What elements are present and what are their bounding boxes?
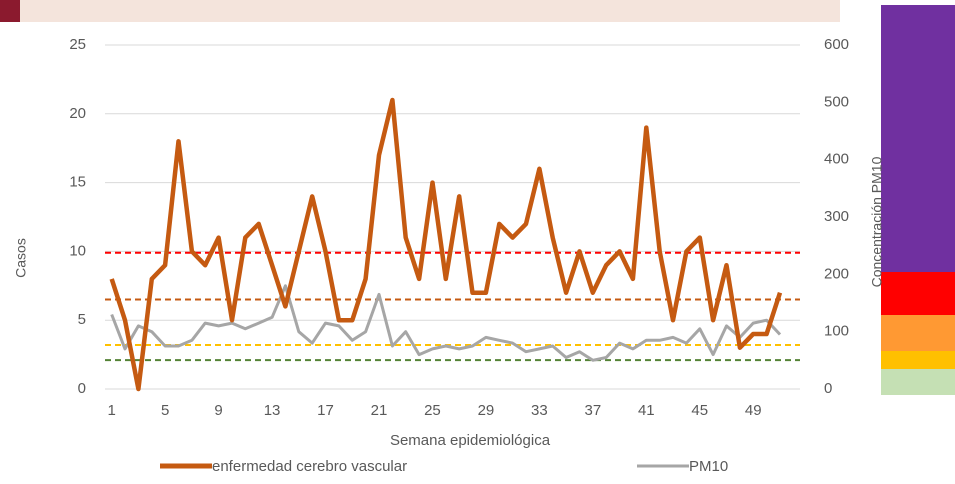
series-line [110, 284, 782, 362]
scale-band [881, 272, 955, 315]
y2-axis-title: Concentración PM10 [869, 156, 885, 287]
x-tick-label: 1 [108, 402, 116, 419]
y2-tick-label: 500 [824, 93, 849, 110]
x-tick-label: 37 [584, 402, 601, 419]
y2-tick-label: 0 [824, 380, 832, 397]
background-decoration [20, 0, 840, 22]
scale-band [881, 351, 955, 369]
x-tick-label: 33 [531, 402, 548, 419]
scale-band [881, 369, 955, 395]
series-line [109, 97, 783, 392]
y-tick-label: 0 [78, 380, 86, 397]
y-tick-label: 10 [69, 242, 86, 259]
x-tick-label: 21 [371, 402, 388, 419]
x-tick-label: 25 [424, 402, 441, 419]
x-tick-label: 13 [264, 402, 281, 419]
y2-tick-label: 400 [824, 151, 849, 168]
scale-band [881, 5, 955, 272]
x-tick-label: 45 [691, 402, 708, 419]
scale-band [881, 315, 955, 351]
y2-tick-label: 100 [824, 323, 849, 340]
x-tick-label: 41 [638, 402, 655, 419]
x-tick-label: 5 [161, 402, 169, 419]
concentration-scale-bar [881, 5, 955, 395]
background-decoration [0, 0, 20, 22]
y-tick-label: 25 [69, 36, 86, 53]
y-tick-label: 15 [69, 174, 86, 191]
y2-tick-label: 200 [824, 265, 849, 282]
x-tick-label: 29 [478, 402, 495, 419]
x-axis-title: Semana epidemiológica [390, 432, 551, 449]
y-tick-label: 20 [69, 105, 86, 122]
y-axis-title: Casos [13, 238, 29, 278]
y2-tick-label: 300 [824, 208, 849, 225]
x-tick-label: 49 [745, 402, 762, 419]
legend-label: enfermedad cerebro vascular [212, 458, 407, 475]
y-tick-label: 5 [78, 311, 86, 328]
x-tick-label: 17 [317, 402, 334, 419]
y2-tick-label: 600 [824, 36, 849, 53]
legend-label: PM10 [689, 458, 728, 475]
x-tick-label: 9 [214, 402, 222, 419]
